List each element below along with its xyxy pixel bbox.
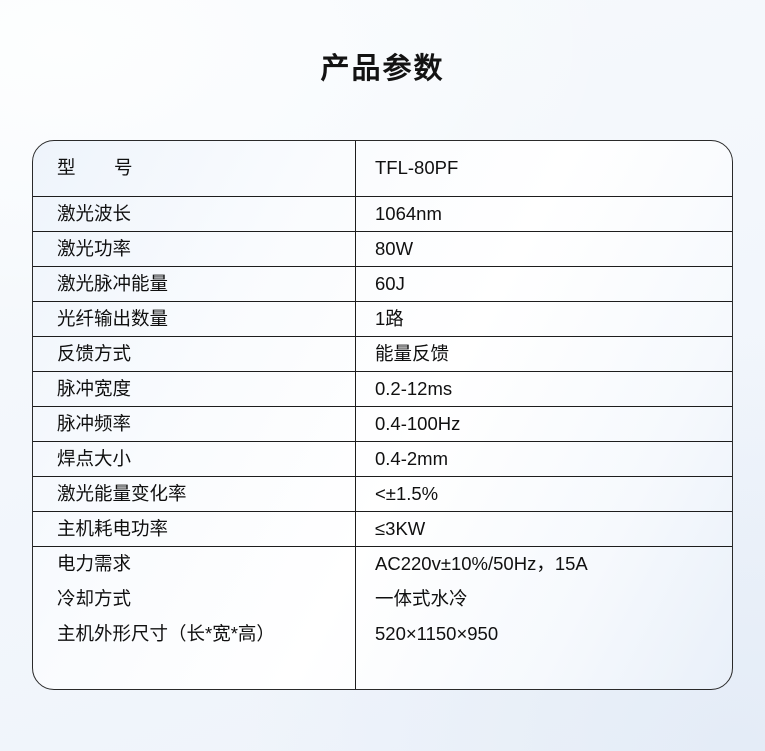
table-row: 激光波长 1064nm bbox=[33, 197, 732, 232]
spec-label: 电力需求 bbox=[57, 553, 132, 575]
spec-label: 型 号 bbox=[57, 157, 134, 179]
spec-value: 0.4-2mm bbox=[375, 447, 448, 469]
column-separator bbox=[355, 141, 356, 689]
spec-label: 焊点大小 bbox=[57, 447, 132, 469]
spec-label: 脉冲频率 bbox=[57, 412, 132, 434]
spec-label: 主机耗电功率 bbox=[57, 517, 169, 539]
spec-label: 光纤输出数量 bbox=[57, 307, 169, 329]
table-row: 反馈方式 能量反馈 bbox=[33, 337, 732, 372]
table-row: 激光功率 80W bbox=[33, 232, 732, 267]
spec-value: TFL-80PF bbox=[375, 157, 459, 179]
table-row: 激光脉冲能量 60J bbox=[33, 267, 732, 302]
spec-value: 80W bbox=[375, 237, 414, 259]
spec-label: 激光波长 bbox=[57, 202, 132, 224]
spec-value: 1路 bbox=[375, 307, 404, 329]
spec-value: 一体式水冷 bbox=[375, 588, 468, 610]
spec-value: ≤3KW bbox=[375, 517, 426, 539]
spec-label: 激光功率 bbox=[57, 237, 132, 259]
spec-value: 能量反馈 bbox=[375, 342, 450, 364]
spec-value: 60J bbox=[375, 272, 405, 294]
spec-label: 反馈方式 bbox=[57, 342, 132, 364]
spec-label: 冷却方式 bbox=[57, 588, 132, 610]
spec-label: 激光脉冲能量 bbox=[57, 272, 169, 294]
spec-label: 脉冲宽度 bbox=[57, 377, 132, 399]
spec-value: <±1.5% bbox=[375, 482, 439, 504]
table-row: 主机耗电功率 ≤3KW bbox=[33, 512, 732, 547]
spec-table: 型 号 TFL-80PF 激光波长 1064nm 激光功率 80W 激光脉冲能量 60J 光纤输… bbox=[32, 140, 733, 690]
spec-value: 1064nm bbox=[375, 202, 442, 224]
spec-label: 主机外形尺寸（长*宽*高） bbox=[57, 623, 275, 645]
spec-value: 0.2-12ms bbox=[375, 377, 453, 399]
spec-value: 520×1150×950 bbox=[375, 623, 499, 645]
spec-table-body: 型 号 TFL-80PF 激光波长 1064nm 激光功率 80W 激光脉冲能量 60J 光纤输… bbox=[33, 141, 732, 652]
table-row: 脉冲频率 0.4-100Hz bbox=[33, 407, 732, 442]
table-row: 激光能量变化率 <±1.5% bbox=[33, 477, 732, 512]
table-row: 脉冲宽度 0.2-12ms bbox=[33, 372, 732, 407]
page-title: 产品参数 bbox=[320, 53, 445, 85]
spec-label: 激光能量变化率 bbox=[57, 482, 187, 504]
table-row: 光纤输出数量 1路 bbox=[33, 302, 732, 337]
spec-value: AC220v±10%/50Hz，15A bbox=[375, 553, 588, 575]
table-row: 焊点大小 0.4-2mm bbox=[33, 442, 732, 477]
table-row: 主机外形尺寸（长*宽*高） 520×1150×950 bbox=[33, 617, 732, 652]
table-row: 冷却方式 一体式水冷 bbox=[33, 582, 732, 617]
table-row: 电力需求 AC220v±10%/50Hz，15A bbox=[33, 547, 732, 582]
table-row: 型 号 TFL-80PF bbox=[33, 141, 732, 197]
spec-value: 0.4-100Hz bbox=[375, 412, 461, 434]
